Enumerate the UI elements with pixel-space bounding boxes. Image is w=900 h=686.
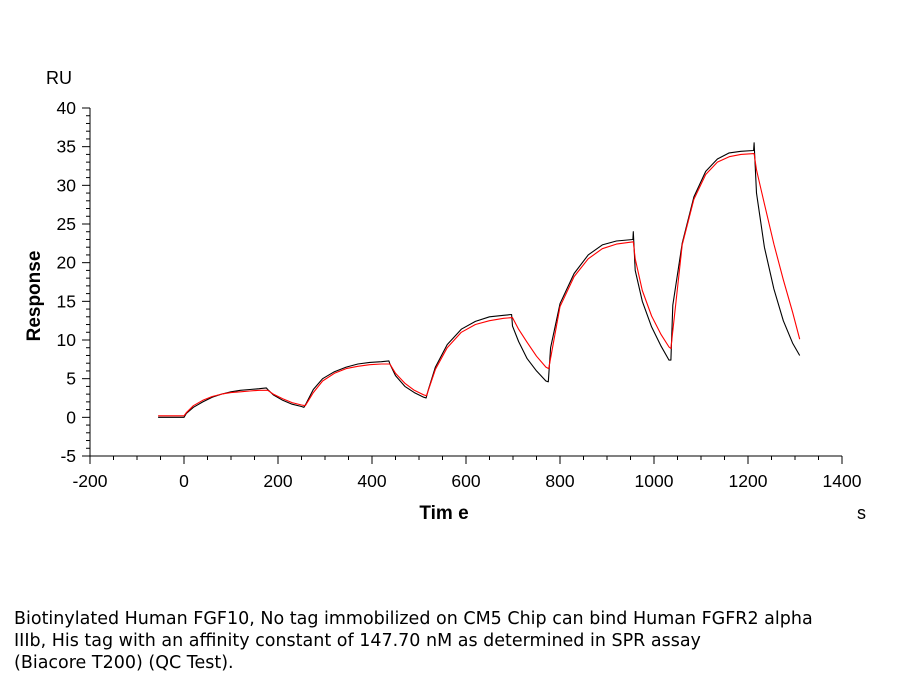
x-tick-label: 200 — [263, 471, 292, 491]
sensorgram-chart: -5 0 5 10 15 20 25 30 35 40 -200 0 200 400 600 800 1000 1… — [24, 68, 866, 524]
y-tick-label: 25 — [57, 214, 76, 234]
x-tick-label: -200 — [72, 471, 107, 491]
y-unit-label: RU — [46, 68, 72, 88]
y-tick-label: 20 — [57, 253, 77, 273]
y-tick-label: 10 — [57, 330, 77, 350]
series-line-black — [158, 142, 801, 418]
caption-line-1: Biotinylated Human FGF10, No tag immobil… — [14, 609, 813, 629]
y-tick-label: 30 — [57, 175, 77, 195]
x-tick-label: 1000 — [635, 471, 674, 491]
x-tick-label: 1200 — [729, 471, 768, 491]
x-axis-title: Tim e — [419, 503, 468, 524]
figure-caption: Biotinylated Human FGF10, No tag immobil… — [14, 608, 884, 674]
caption-line-3: (Biacore T200) (QC Test). — [14, 653, 234, 673]
tick-marks — [82, 107, 843, 464]
y-axis-title: Response — [24, 251, 45, 342]
x-unit-label: s — [857, 503, 866, 523]
series-line-red — [158, 153, 801, 417]
axes — [89, 108, 842, 457]
y-tick-label: -5 — [60, 446, 76, 466]
series-layer — [158, 142, 801, 418]
y-tick-label: 35 — [57, 137, 76, 157]
x-tick-label: 800 — [545, 471, 574, 491]
y-tick-label: 40 — [57, 98, 77, 118]
x-tick-label: 1400 — [823, 471, 862, 491]
x-tick-label: 400 — [357, 471, 386, 491]
x-tick-label: 0 — [179, 471, 189, 491]
y-tick-label: 0 — [66, 407, 76, 427]
y-tick-label: 5 — [66, 369, 76, 389]
x-tick-label: 600 — [451, 471, 480, 491]
y-tick-label: 15 — [57, 291, 76, 311]
caption-line-2: IIIb, His tag with an affinity constant … — [14, 631, 701, 651]
tick-labels: -5 0 5 10 15 20 25 30 35 40 -200 0 200 400 600 800 1000 1… — [57, 98, 862, 491]
